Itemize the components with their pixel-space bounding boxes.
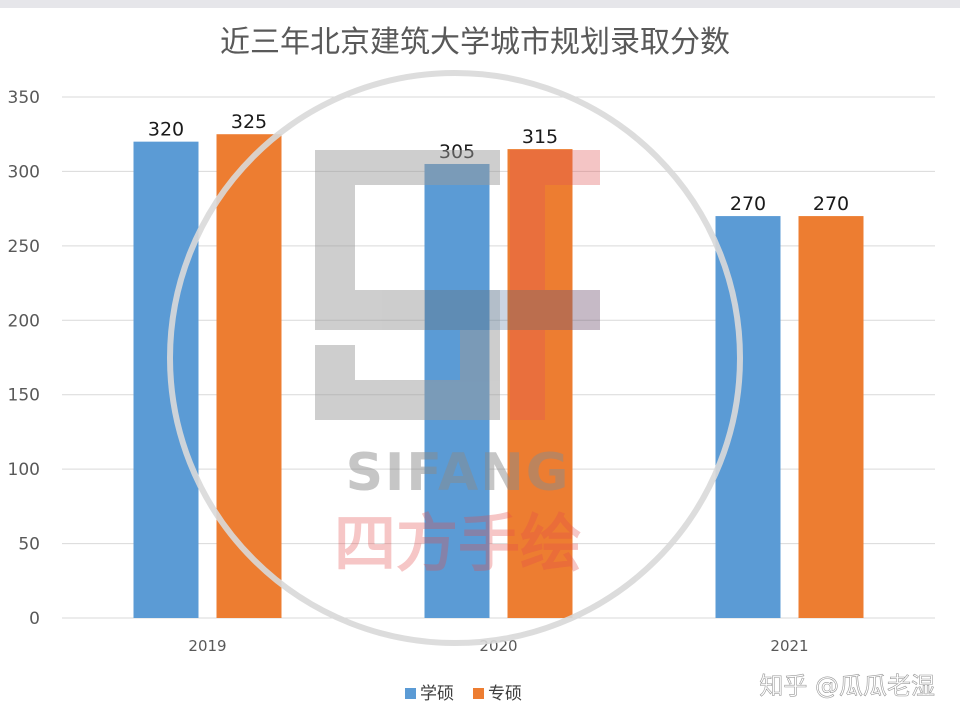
data-label: 270 [730,193,766,215]
bar-2019-专硕 [216,134,282,618]
data-label: 270 [813,193,849,215]
x-tick-label: 2021 [770,637,808,655]
y-tick-label: 100 [8,460,40,480]
grid-lines [62,96,935,619]
y-tick-label: 350 [8,88,40,108]
legend-swatch [473,688,484,699]
author-credit: 知乎 @瓜瓜老湿 [759,672,935,700]
data-label: 325 [231,111,267,133]
data-label: 315 [522,126,558,148]
bars [133,134,864,619]
watermark-brand: SIFANG [346,443,571,503]
legend-swatch [405,688,416,699]
bar-2019-学硕 [133,141,199,618]
y-tick-label: 250 [8,237,40,257]
watermark-logo: SIFANG 四方手绘 [167,70,743,646]
chart-title: 近三年北京建筑大学城市规划录取分数 [220,25,730,60]
y-axis-ticks: 0 50 100 150 200 250 300 350 [8,88,40,629]
y-tick-label: 300 [8,162,40,182]
watermark-circle [167,70,743,646]
y-tick-label: 0 [29,609,40,629]
data-labels: 320 325 305 315 270 270 [148,111,849,215]
bar-2021-专硕 [798,216,864,619]
legend: 学硕 专硕 [405,684,522,704]
watermark-brand-cn: 四方手绘 [334,507,582,580]
data-label: 305 [439,141,475,163]
legend-label: 专硕 [488,684,522,704]
y-tick-label: 200 [8,311,40,331]
x-tick-label: 2019 [188,637,226,655]
bar-2021-学硕 [715,216,781,619]
legend-label: 学硕 [420,684,454,704]
data-label: 320 [148,119,184,141]
y-tick-label: 50 [18,535,40,555]
y-tick-label: 150 [8,386,40,406]
watermark-sf-icon [315,150,600,420]
bar-2020-专硕 [507,149,573,618]
bar-2020-学硕 [424,163,490,618]
